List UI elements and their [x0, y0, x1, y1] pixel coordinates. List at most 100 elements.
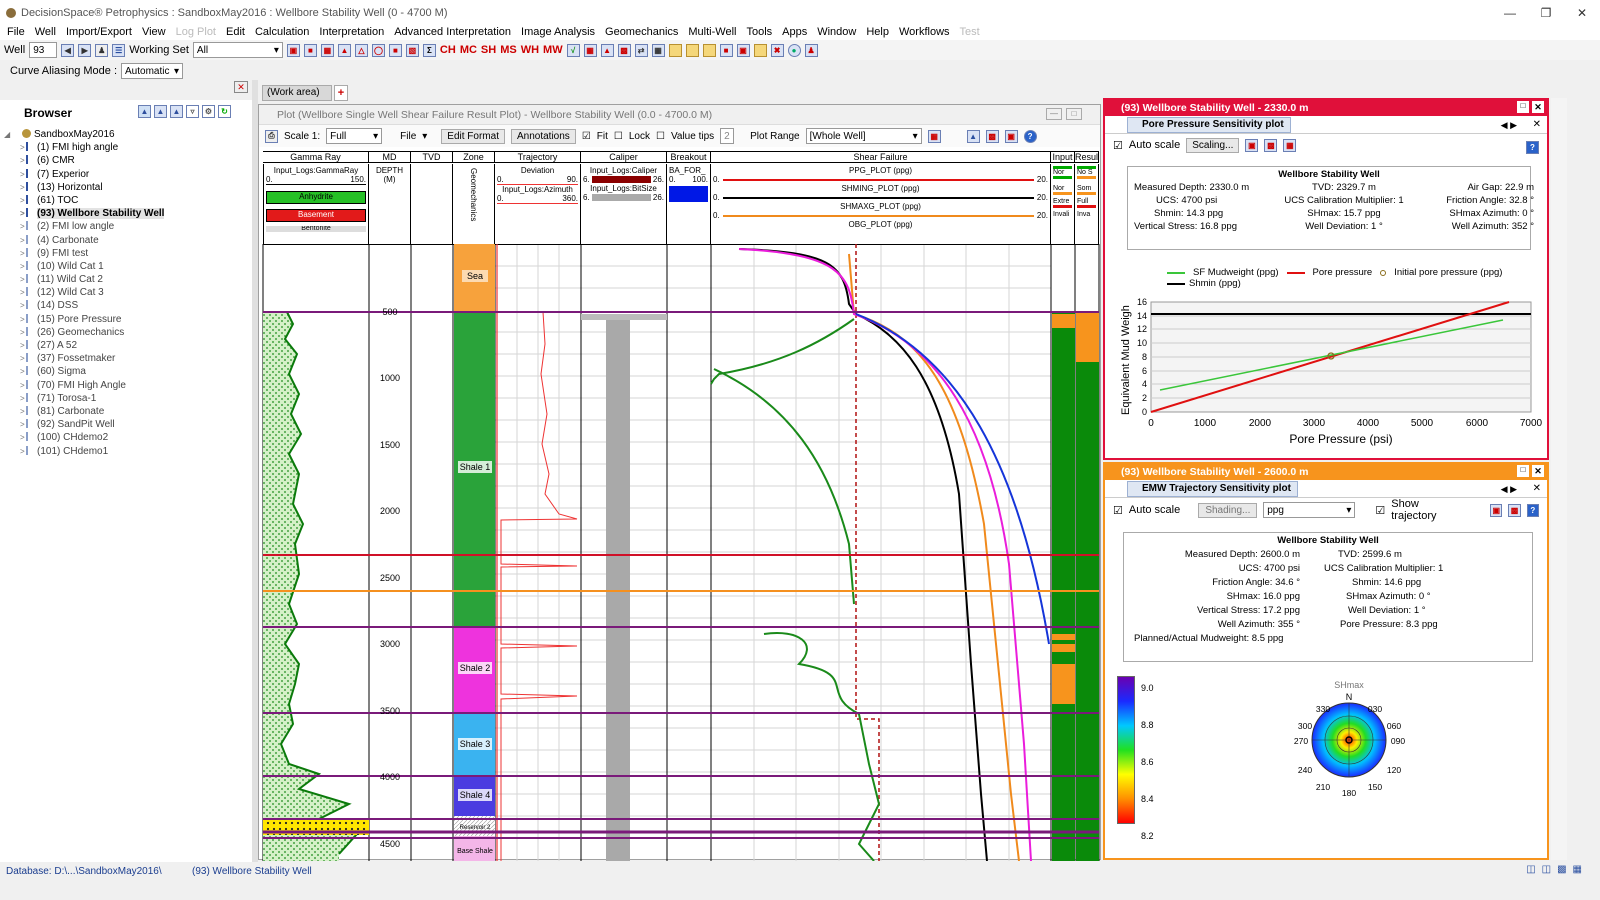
- tool-icon-5[interactable]: △: [354, 43, 368, 57]
- open-folder-icon[interactable]: [685, 43, 699, 57]
- lock-checkbox[interactable]: ☐: [613, 130, 623, 142]
- ms-button[interactable]: MS: [500, 44, 517, 56]
- tree-item[interactable]: > (1) FMI high angle: [20, 142, 119, 154]
- tool-icon-10[interactable]: ▦: [583, 43, 597, 57]
- tool-icon-11[interactable]: ▲: [600, 43, 614, 57]
- menu-interpretation[interactable]: Interpretation: [319, 26, 385, 38]
- track-header-trajectory[interactable]: Trajectory: [495, 151, 581, 163]
- pp-image-icon[interactable]: ▩: [1264, 138, 1278, 152]
- collapse-icon[interactable]: ◢: [4, 130, 11, 139]
- log-tracks[interactable]: 500 1000 1500 2000 2500 3000 3500 4000 4…: [259, 244, 1102, 861]
- work-area-tab[interactable]: (Work area): [262, 85, 332, 101]
- emw-auto-scale-checkbox[interactable]: ☑: [1113, 504, 1123, 517]
- export-icon[interactable]: ▣: [1004, 129, 1018, 143]
- track-header-zone[interactable]: Zone: [453, 151, 495, 163]
- menu-view[interactable]: View: [141, 26, 166, 38]
- layout-icon[interactable]: ◫: [1526, 864, 1536, 875]
- tool-icon-2[interactable]: ■: [303, 43, 317, 57]
- pp-auto-scale-checkbox[interactable]: ☑: [1113, 139, 1123, 152]
- working-set-select[interactable]: All ▾: [192, 42, 283, 58]
- tree-item[interactable]: > (14) DSS: [20, 300, 79, 312]
- emw-nav-arrows[interactable]: ◀ ▶: [1500, 484, 1517, 494]
- restore-button[interactable]: ❐: [1540, 6, 1552, 20]
- tool-icon-12[interactable]: ▩: [617, 43, 631, 57]
- tool-icon-9[interactable]: √: [566, 43, 580, 57]
- tree-item[interactable]: > (13) Horizontal: [20, 181, 103, 193]
- help-icon[interactable]: ?: [1023, 129, 1037, 143]
- tool-icon-7[interactable]: ■: [388, 43, 402, 57]
- pp-minimize-button[interactable]: □: [1517, 101, 1529, 113]
- tree-item[interactable]: > (12) Wild Cat 3: [20, 287, 104, 299]
- settings-icon[interactable]: ⚙: [202, 105, 215, 118]
- menu-edit[interactable]: Edit: [226, 26, 245, 38]
- tool-icon-14[interactable]: ▦: [651, 43, 665, 57]
- track-header-tvd[interactable]: TVD: [411, 151, 453, 163]
- menu-calculation[interactable]: Calculation: [254, 26, 310, 38]
- show-trajectory-checkbox[interactable]: ☑: [1375, 504, 1386, 517]
- tree-item[interactable]: > (4) Carbonate: [20, 234, 99, 246]
- tool-icon-15[interactable]: ■: [719, 43, 733, 57]
- emw-unit-select[interactable]: ppg ▾: [1263, 502, 1356, 518]
- track-header-result[interactable]: Result: [1075, 151, 1099, 163]
- emw-image-icon[interactable]: ▩: [1508, 503, 1521, 517]
- minimize-button[interactable]: —: [1504, 6, 1516, 20]
- next-well-button[interactable]: ▶: [78, 43, 92, 57]
- tree-item[interactable]: > (37) Fossetmaker: [20, 353, 116, 365]
- pp-tab[interactable]: Pore Pressure Sensitivity plot: [1127, 116, 1291, 133]
- tool-icon-1[interactable]: ▣: [286, 43, 300, 57]
- pp-help-icon[interactable]: ?: [1526, 141, 1539, 154]
- track-header-gamma-ray[interactable]: Gamma Ray: [263, 151, 369, 163]
- mw-button[interactable]: MW: [543, 44, 563, 56]
- tree-item[interactable]: > (15) Pore Pressure: [20, 313, 122, 325]
- browser-tool-1-icon[interactable]: ▲: [138, 105, 151, 118]
- chevron-down-icon[interactable]: ▾: [422, 130, 428, 142]
- tree-item[interactable]: > (7) Experior: [20, 168, 90, 180]
- save-icon[interactable]: ▣: [736, 43, 750, 57]
- menu-well[interactable]: Well: [34, 26, 56, 38]
- delete-icon[interactable]: ✖: [770, 43, 784, 57]
- refresh-icon[interactable]: ↻: [218, 105, 231, 118]
- menu-file[interactable]: File: [7, 26, 25, 38]
- tile-icon[interactable]: ◫: [1541, 864, 1552, 875]
- curve-aliasing-select[interactable]: Automatic ▾: [121, 63, 183, 79]
- pp-nav-arrows[interactable]: ◀ ▶: [1500, 120, 1517, 130]
- menu-image-analysis[interactable]: Image Analysis: [521, 26, 596, 38]
- plot-maximize-button[interactable]: □: [1066, 108, 1082, 120]
- tool-icon-6[interactable]: ◯: [371, 43, 385, 57]
- tool-icon-4[interactable]: ▲: [337, 43, 351, 57]
- track-header-shear-failure[interactable]: Shear Failure: [711, 151, 1051, 163]
- wh-button[interactable]: WH: [520, 44, 540, 56]
- tree-item-selected[interactable]: > (93) Wellbore Stability Well: [20, 208, 165, 220]
- menu-window[interactable]: Window: [817, 26, 857, 38]
- emw-tab[interactable]: EMW Trajectory Sensitivity plot: [1127, 480, 1298, 497]
- tree-item[interactable]: > (100) CHdemo2: [20, 432, 109, 444]
- globe-icon[interactable]: ●: [787, 43, 801, 57]
- browser-tool-3-icon[interactable]: ▲: [170, 105, 183, 118]
- pp-copy-icon[interactable]: ▦: [1283, 138, 1297, 152]
- plot-tool-icon[interactable]: ▦: [927, 129, 941, 143]
- plot-file-menu[interactable]: File: [400, 130, 417, 142]
- edit-format-button[interactable]: Edit Format: [441, 128, 505, 144]
- cascade-icon[interactable]: ▩: [1557, 864, 1567, 875]
- emw-print-icon[interactable]: ▣: [1490, 503, 1503, 517]
- tree-item[interactable]: > (9) FMI test: [20, 247, 89, 259]
- menu-workflows[interactable]: Workflows: [898, 26, 950, 38]
- pp-print-icon[interactable]: ▣: [1245, 138, 1259, 152]
- tree-item[interactable]: > (101) CHdemo1: [20, 445, 109, 457]
- split-icon[interactable]: ▦: [1572, 864, 1582, 875]
- track-header-input[interactable]: Input: [1051, 151, 1075, 163]
- fit-checkbox[interactable]: ☑: [581, 130, 591, 142]
- tree-item[interactable]: > (61) TOC: [20, 194, 79, 206]
- tree-item[interactable]: > (2) FMI low angle: [20, 221, 115, 233]
- close-button[interactable]: ✕: [1576, 6, 1588, 20]
- value-tips-input[interactable]: 2: [720, 128, 735, 144]
- track-header-md[interactable]: MD: [369, 151, 411, 163]
- tree-item[interactable]: > (11) Wild Cat 2: [20, 274, 103, 286]
- tree-item[interactable]: > (10) Wild Cat 1: [20, 260, 104, 272]
- menu-import-export[interactable]: Import/Export: [65, 26, 132, 38]
- prev-well-button[interactable]: ◀: [61, 43, 75, 57]
- sh-button[interactable]: SH: [480, 44, 497, 56]
- menu-geomechanics[interactable]: Geomechanics: [605, 26, 679, 38]
- mc-button[interactable]: MC: [459, 44, 477, 56]
- well-person-icon[interactable]: ♟: [95, 43, 109, 57]
